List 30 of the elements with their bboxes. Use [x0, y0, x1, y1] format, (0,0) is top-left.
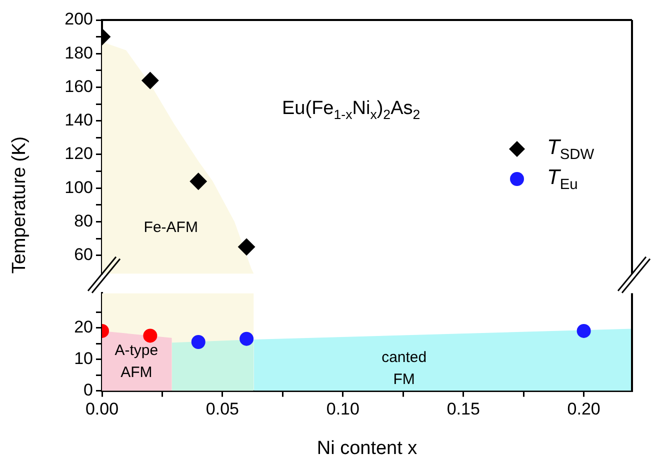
y-tick-label: 20	[74, 318, 93, 337]
point	[191, 335, 206, 349]
y-tick-label: 100	[64, 178, 93, 197]
legend-label: T$_{Eu}$	[547, 166, 579, 193]
y-tick-label: 0	[84, 380, 93, 400]
x-tick-label: 0.10	[326, 400, 360, 419]
y-axis-title: Temperature (K)	[9, 136, 31, 274]
legend-label: T$_{SDW}$	[547, 136, 596, 163]
y-tick-label: 120	[64, 144, 93, 164]
y-tick-label: 180	[64, 43, 93, 62]
y-tick-label: 160	[64, 76, 93, 96]
x-axis-title: Ni content x	[316, 438, 418, 459]
x-tick-label: 0.15	[446, 400, 480, 419]
annotation: canted FM	[380, 348, 428, 390]
point	[576, 324, 591, 338]
annotation: A-type AFM	[114, 340, 160, 383]
y-tick-label: 200	[64, 10, 93, 29]
y-tick-label: 140	[64, 110, 93, 130]
point	[240, 332, 254, 346]
x-tick-label: 0.20	[567, 400, 600, 419]
text: Eu(Fe$_{1-x}$Ni$_{x}$)$_{2}$As$_{2}$	[282, 98, 420, 122]
y-tick-label: 60	[74, 245, 93, 264]
annotation: Fe-AFM	[144, 218, 198, 238]
point	[238, 238, 256, 256]
y-tick-label: 10	[74, 349, 93, 368]
x-tick-label: 0.05	[206, 400, 239, 419]
point	[190, 172, 207, 190]
y-tick-label: 80	[74, 211, 93, 230]
point	[143, 328, 158, 343]
x-tick-label: 0.00	[85, 400, 119, 419]
